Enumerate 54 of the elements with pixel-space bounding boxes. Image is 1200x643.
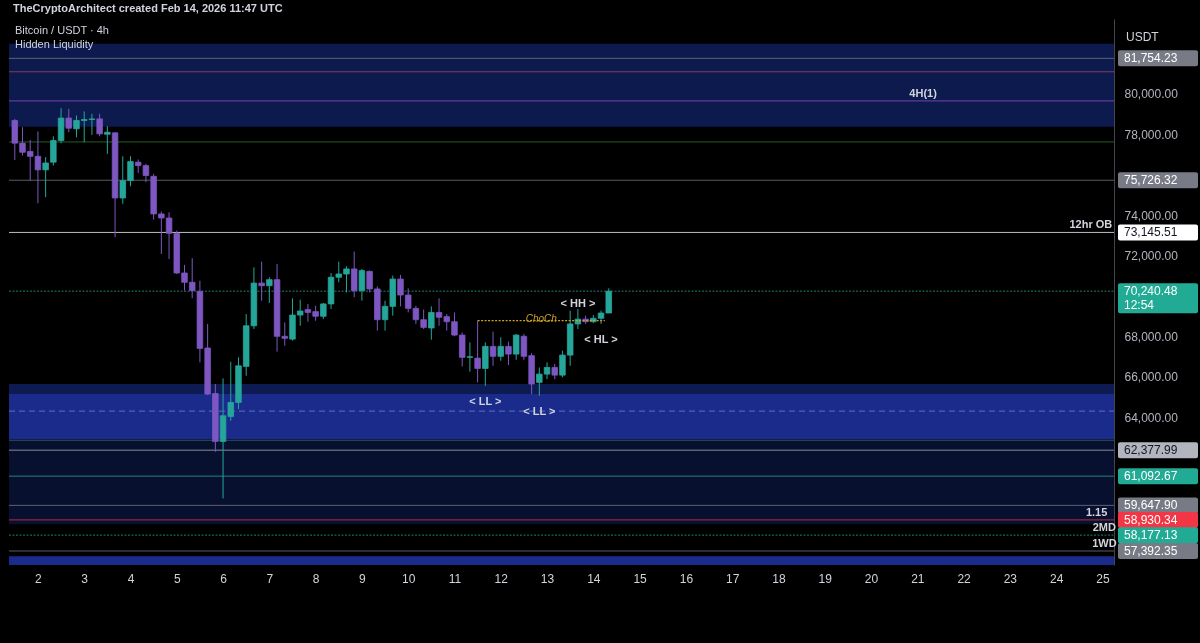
y-axis-title: USDT [1126, 30, 1160, 44]
y-tick-label: 78,000.00 [1124, 127, 1179, 142]
x-tick-label: 2 [35, 571, 43, 586]
annotation: < LL > [469, 394, 502, 407]
ref-line-label: 75,726.32 [1124, 173, 1178, 188]
annotation: 12hr OB [1069, 218, 1113, 231]
x-tick-label: 15 [633, 571, 648, 586]
text: Hidden Liquidity [15, 38, 94, 50]
x-tick-label: 13 [540, 571, 555, 586]
ref-line-label: 58,930.34 [1124, 512, 1178, 527]
x-tick-label: 22 [957, 571, 972, 586]
ref-line-label: 73,145.51 [1124, 225, 1178, 240]
x-tick-label: 10 [402, 571, 416, 586]
x-tick-label: 12 [494, 571, 509, 586]
annotation: 2MD [1092, 521, 1117, 534]
x-tick-label: 25 [1096, 571, 1110, 586]
x-tick-label: 23 [1003, 571, 1018, 586]
y-tick-label: 74,000.00 [1124, 208, 1179, 223]
x-tick-label: 6 [220, 571, 228, 586]
y-tick-label: 64,000.00 [1124, 410, 1179, 425]
x-tick-label: 7 [266, 571, 274, 586]
ref-line-label: 57,392.35 [1124, 544, 1178, 558]
x-tick-label: 11 [448, 571, 462, 586]
x-tick-label: 3 [81, 571, 89, 586]
x-tick-label: 4 [127, 571, 135, 586]
y-tick-label: 80,000.00 [1124, 87, 1179, 102]
y-tick-label: 66,000.00 [1124, 370, 1179, 385]
x-tick-label: 18 [772, 571, 786, 586]
ref-line-label: 58,177.13 [1124, 528, 1178, 543]
x-tick-label: 14 [587, 571, 601, 586]
annotation: < HL > [584, 332, 618, 345]
text: TheCryptoArchitect created Feb 14, 2026 11:47 UTC [13, 2, 283, 14]
x-tick-label: 20 [864, 571, 879, 586]
y-tick-label: 72,000.00 [1124, 249, 1179, 264]
x-tick-label: 16 [679, 571, 694, 586]
x-tick-label: 5 [173, 571, 181, 586]
x-tick-label: 21 [911, 571, 925, 586]
annotation: < LL > [523, 404, 556, 417]
x-tick-label: 17 [725, 571, 740, 586]
annotation: 1WD [1092, 537, 1117, 549]
chart-title: Bitcoin / USDT · 4h [15, 24, 109, 36]
annotation: 4H(1) [909, 86, 938, 99]
y-tick-label: 68,000.00 [1124, 329, 1179, 344]
ref-line-label: 61,092.67 [1124, 469, 1178, 484]
x-tick-label: 8 [312, 571, 320, 586]
ref-line-label: 62,377.99 [1124, 443, 1178, 458]
ref-line-label: 81,754.23 [1124, 51, 1178, 66]
ref-line-label: 59,647.90 [1124, 498, 1178, 513]
annotation: 1.15 [1085, 505, 1108, 518]
ref-line-label: 70,240.48 12:54 [1124, 284, 1178, 313]
x-tick-label: 24 [1049, 571, 1064, 586]
annotation: < HH > [560, 296, 596, 309]
x-tick-label: 19 [818, 571, 833, 586]
x-tick-label: 9 [359, 571, 367, 586]
